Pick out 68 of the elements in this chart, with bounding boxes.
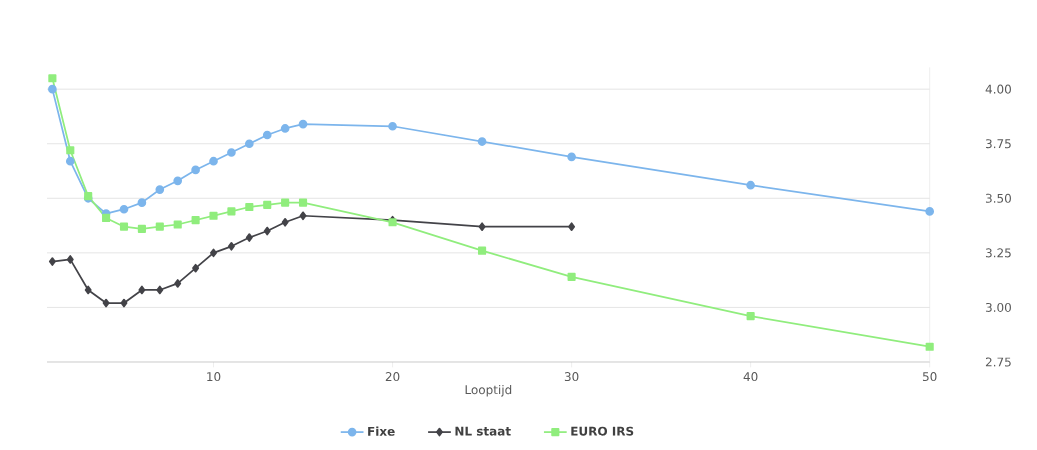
point <box>227 207 236 216</box>
point <box>227 241 235 251</box>
point <box>65 156 75 166</box>
point <box>102 213 111 223</box>
point <box>137 224 146 233</box>
legend-label: EURO IRS <box>571 426 634 436</box>
point <box>209 211 218 220</box>
point <box>155 185 165 194</box>
x-tick-label: 20 <box>385 372 400 382</box>
point <box>478 222 486 232</box>
point <box>925 342 934 351</box>
x-tick-label: 30 <box>564 372 579 382</box>
point <box>192 263 200 273</box>
y-tick-label: 4.00 <box>985 84 1011 94</box>
point <box>746 312 755 321</box>
y-tick-label: 3.75 <box>985 139 1011 149</box>
point <box>299 211 307 221</box>
point <box>244 139 254 149</box>
point <box>102 298 110 308</box>
x-axis-title: Looptijd <box>465 384 512 397</box>
point <box>245 202 254 212</box>
point <box>477 137 487 146</box>
point <box>48 74 57 83</box>
point <box>280 124 290 133</box>
point <box>568 222 576 232</box>
x-tick-label: 40 <box>743 372 758 382</box>
point <box>138 285 146 295</box>
point <box>119 204 129 214</box>
point <box>191 216 200 225</box>
point <box>48 257 56 266</box>
point <box>281 198 290 207</box>
point <box>925 207 935 216</box>
point <box>478 246 487 255</box>
point <box>245 233 253 242</box>
point <box>119 222 129 231</box>
point <box>66 255 74 264</box>
point <box>210 248 217 258</box>
point <box>66 146 75 155</box>
point <box>173 176 183 186</box>
point <box>746 180 755 190</box>
point <box>263 226 271 236</box>
point <box>298 119 308 129</box>
point <box>567 272 576 281</box>
x-tick-label: 10 <box>207 372 221 382</box>
point <box>174 279 182 288</box>
y-tick-label: 2.75 <box>985 357 1011 367</box>
legend-label: Fixe <box>368 426 395 436</box>
x-tick-label: 50 <box>922 372 937 382</box>
y-tick-label: 3.00 <box>985 302 1011 312</box>
point <box>388 121 397 131</box>
point <box>84 285 92 295</box>
legend-label: NL staat <box>455 426 511 436</box>
point <box>155 222 164 231</box>
point <box>209 156 218 166</box>
point <box>262 130 272 140</box>
point <box>48 84 57 94</box>
point <box>298 198 308 207</box>
point <box>227 148 236 157</box>
point <box>191 165 200 175</box>
point <box>173 220 182 229</box>
point <box>120 298 128 308</box>
point <box>156 285 164 295</box>
point <box>263 200 272 209</box>
point <box>137 198 147 207</box>
point <box>281 217 289 227</box>
point <box>567 152 576 162</box>
y-tick-label: 3.50 <box>985 193 1011 203</box>
y-tick-label: 3.25 <box>985 248 1011 258</box>
